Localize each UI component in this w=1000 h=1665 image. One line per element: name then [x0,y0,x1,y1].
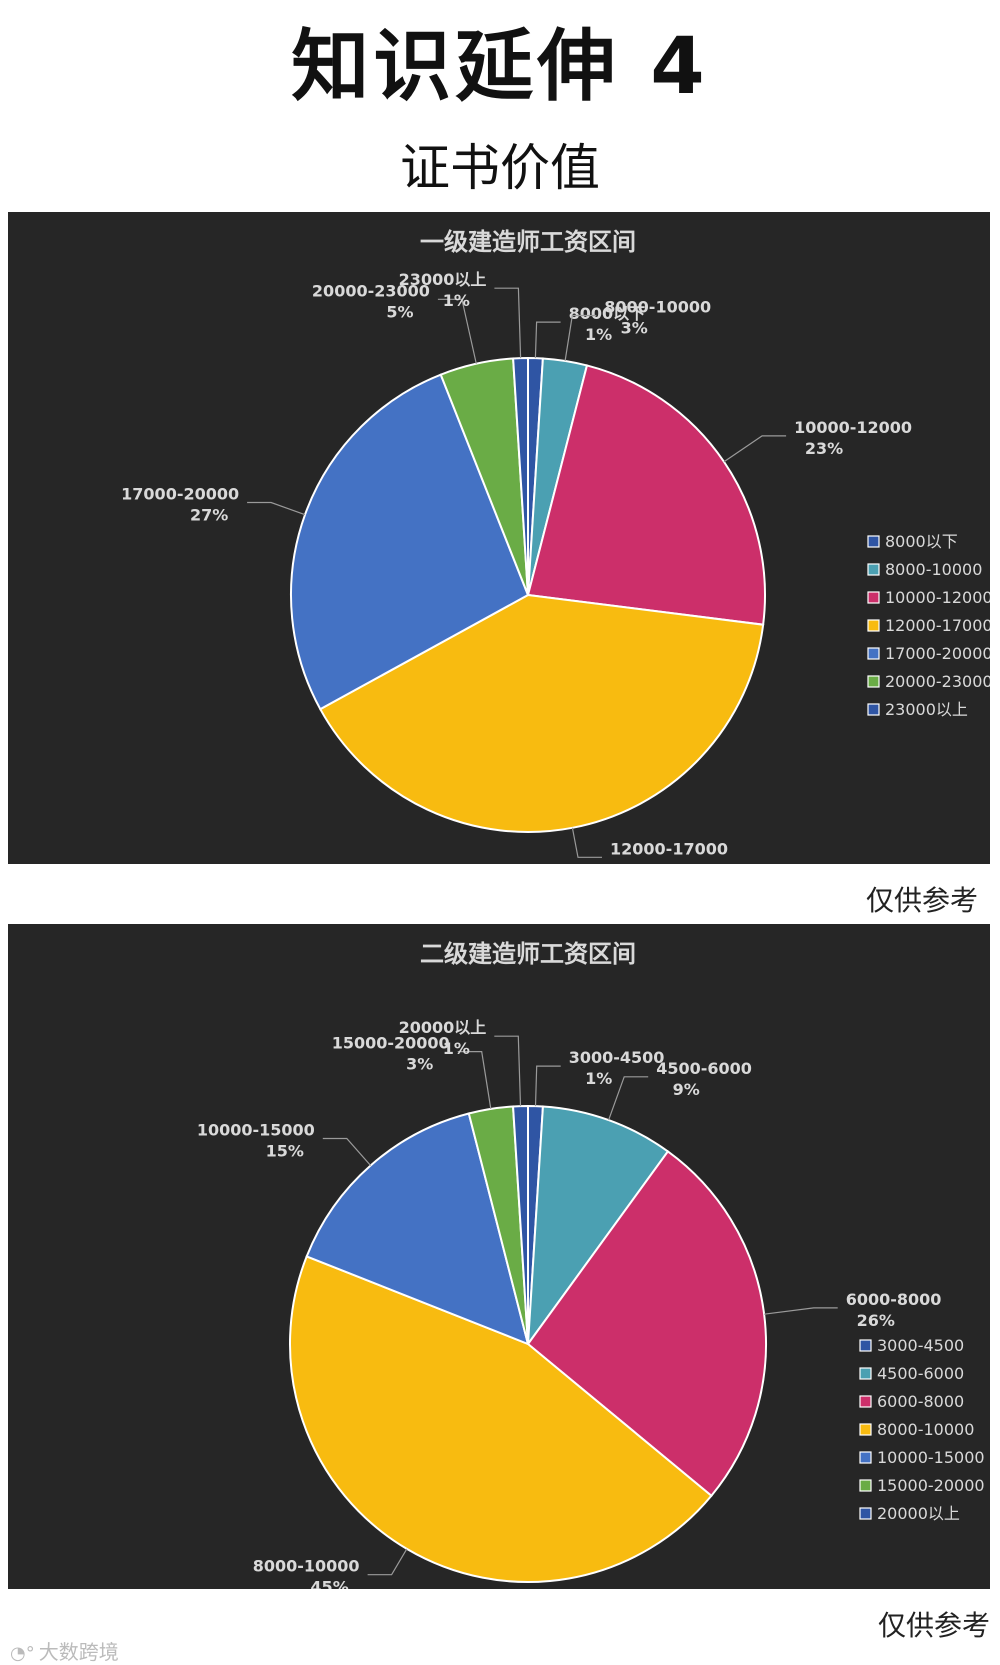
pie-chart-second-grade: 二级建造师工资区间 3000-4500 1% 4500-6000 9% 6000-8000… [197,940,985,1589]
slice-category-label: 3000-4500 [569,1048,665,1067]
leader-line [723,435,787,463]
leader-line [494,1035,522,1107]
leader-line [764,1307,838,1315]
legend-swatch [867,619,880,632]
slice-percent-label: 23% [805,439,843,458]
legend-item-23000: 23000以上 [885,700,968,719]
slice-category-label: 10000-12000 [794,418,912,437]
slice-percent-label: 5% [386,302,413,321]
legend-item-8000-10000: 8000-10000 [877,1420,974,1439]
slice-category-label: 17000-20000 [121,485,239,504]
leader-line [564,314,597,361]
legend-item-6000-8000: 6000-8000 [877,1392,964,1411]
slice-percent-label: 9% [673,1080,700,1099]
legend-swatch [867,647,880,660]
slice-percent-label: 27% [190,506,228,525]
legend-item-20000-23000: 20000-23000 [885,672,990,691]
pie-slice-4500-6000 [526,1105,670,1348]
legend-item-10000-15000: 10000-15000 [877,1448,985,1467]
watermark-logo-icon: ◔° [10,1643,35,1664]
legend-swatch [859,1395,872,1408]
reference-note: 仅供参考 [877,1609,990,1642]
pie-slice-23000 [512,356,529,596]
slice-category-label: 8000-10000 [253,1557,360,1576]
slice-category-label: 23000以上 [399,270,487,289]
slice-category-label: 20000以上 [399,1018,487,1037]
legend-item-8000: 8000以下 [885,532,958,551]
legend-swatch [859,1339,872,1352]
slice-category-label: 4500-6000 [656,1059,752,1078]
slice-percent-label: 45% [310,1578,348,1589]
slice-percent-label: 1% [443,291,470,310]
legend-swatch [859,1451,872,1464]
slice-percent-label: 1% [585,325,612,344]
reference-note: 仅供参考 [865,884,978,917]
pie-slice-17000-20000 [290,373,530,711]
legend-item-12000-17000: 12000-17000 [885,616,990,635]
legend-item-4500-6000: 4500-6000 [877,1364,964,1383]
pie-slice-6000-8000 [526,1150,767,1498]
leader-line [608,1076,649,1121]
slice-category-label: 12000-17000 [610,839,728,858]
legend-swatch [867,591,880,604]
leader-line [571,827,602,858]
slice-category-label: 10000-15000 [197,1120,315,1139]
legend-swatch [867,675,880,688]
pie-slice-10000-12000 [526,364,766,626]
legend-item-15000-20000: 15000-20000 [877,1476,985,1495]
pie-slice-8000-10000 [288,1255,713,1583]
pie-slice-20000 [511,1104,529,1345]
slice-category-label: 8000以下 [569,304,646,323]
legend-swatch [867,563,880,576]
leader-line [534,321,561,359]
legend-swatch [859,1423,872,1436]
page-subtitle: 证书价值 [400,139,600,197]
slice-category-label: 20000-23000 [312,281,430,300]
slice-percent-label: 3% [621,318,648,337]
watermark-text: 大数跨境 [38,1640,119,1664]
slice-category-label: 15000-20000 [332,1034,450,1053]
legend-swatch [859,1507,872,1520]
legend-item-20000: 20000以上 [877,1504,960,1523]
leader-line [247,501,306,516]
leader-line [437,298,477,364]
pie-chart-first-grade: 一级建造师工资区间 8000以下 1% 8000-10000 3% 10000-12000… [121,228,990,864]
legend-swatch [867,535,880,548]
watermark: ◔° 大数跨境 [10,1636,119,1665]
legend-item-3000-4500: 3000-4500 [877,1336,964,1355]
slice-percent-label: 3% [406,1055,433,1074]
chart-panel-first-grade: 一级建造师工资区间 8000以下 1% 8000-10000 3% 10000-12000… [8,212,990,864]
chart-title: 二级建造师工资区间 [420,940,636,968]
page-title: 知识延伸 4 [291,22,709,112]
legend-item-8000-10000: 8000-10000 [885,560,982,579]
slice-category-label: 6000-8000 [846,1290,942,1309]
slice-category-label: 8000-10000 [604,297,711,316]
legend-swatch [867,703,880,716]
slice-percent-label: 40% [621,860,659,864]
slice-percent-label: 15% [266,1141,304,1160]
leader-line [457,1050,492,1109]
slice-percent-label: 26% [857,1311,895,1330]
slice-percent-label: 1% [585,1069,612,1088]
leader-line [367,1548,408,1576]
leader-line [322,1137,372,1166]
chart-panel-second-grade: 二级建造师工资区间 3000-4500 1% 4500-6000 9% 6000-8000… [8,924,990,1589]
leader-line [494,287,522,359]
legend-swatch [859,1367,872,1380]
legend-swatch [859,1479,872,1492]
legend-item-17000-20000: 17000-20000 [885,644,990,663]
chart-title: 一级建造师工资区间 [420,228,636,256]
pie-slice-12000-17000 [318,593,765,833]
leader-line [534,1065,561,1107]
slice-percent-label: 1% [443,1039,470,1058]
legend-item-10000-12000: 10000-12000 [885,588,990,607]
